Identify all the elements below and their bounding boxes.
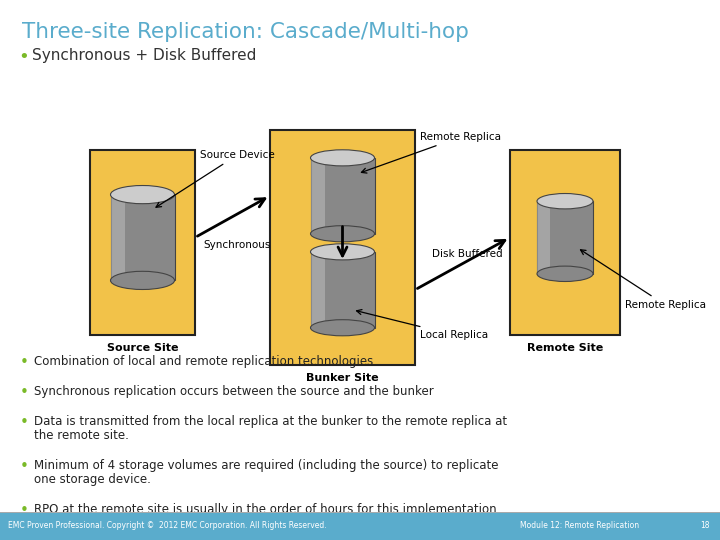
- Text: Minimum of 4 storage volumes are required (including the source) to replicate: Minimum of 4 storage volumes are require…: [34, 459, 498, 472]
- Bar: [90, 150, 195, 335]
- Text: Remote Site: Remote Site: [527, 343, 603, 353]
- Text: the remote site.: the remote site.: [34, 429, 129, 442]
- Polygon shape: [537, 201, 593, 274]
- Ellipse shape: [110, 186, 174, 204]
- Text: •: •: [20, 385, 29, 400]
- Bar: [0, 512, 720, 540]
- Text: 18: 18: [700, 522, 709, 530]
- Text: Module 12: Remote Replication: Module 12: Remote Replication: [520, 522, 639, 530]
- Polygon shape: [310, 158, 325, 234]
- Text: Bunker Site: Bunker Site: [306, 373, 379, 383]
- Text: •: •: [20, 355, 29, 370]
- Text: •: •: [20, 459, 29, 474]
- Text: •: •: [20, 503, 29, 518]
- Text: Combination of local and remote replication technologies.: Combination of local and remote replicat…: [34, 355, 377, 368]
- Ellipse shape: [310, 320, 374, 336]
- Bar: [270, 130, 415, 365]
- Text: EMC Proven Professional. Copyright ©  2012 EMC Corporation. All Rights Reserved.: EMC Proven Professional. Copyright © 201…: [8, 522, 327, 530]
- Text: Source Device: Source Device: [156, 150, 275, 207]
- Text: Synchronous: Synchronous: [203, 240, 271, 251]
- Ellipse shape: [110, 271, 174, 289]
- Polygon shape: [110, 194, 174, 280]
- Polygon shape: [310, 158, 374, 234]
- Text: Remote Replica: Remote Replica: [361, 132, 501, 173]
- Text: •: •: [20, 415, 29, 430]
- Text: one storage device.: one storage device.: [34, 473, 151, 486]
- Text: Disk Buffered: Disk Buffered: [433, 248, 503, 259]
- Bar: [510, 150, 620, 335]
- Text: Synchronous + Disk Buffered: Synchronous + Disk Buffered: [32, 48, 256, 63]
- Text: Source Site: Source Site: [107, 343, 179, 353]
- Text: Data is transmitted from the local replica at the bunker to the remote replica a: Data is transmitted from the local repli…: [34, 415, 507, 428]
- Polygon shape: [310, 252, 325, 328]
- Text: Synchronous replication occurs between the source and the bunker: Synchronous replication occurs between t…: [34, 385, 433, 398]
- Text: RPO at the remote site is usually in the order of hours for this implementation.: RPO at the remote site is usually in the…: [34, 503, 500, 516]
- Text: Local Replica: Local Replica: [356, 309, 488, 340]
- Ellipse shape: [310, 244, 374, 260]
- Text: Three-site Replication: Cascade/Multi-hop: Three-site Replication: Cascade/Multi-ho…: [22, 22, 469, 42]
- Ellipse shape: [537, 266, 593, 281]
- Ellipse shape: [310, 150, 374, 166]
- Text: •: •: [18, 48, 29, 66]
- Polygon shape: [110, 194, 125, 280]
- Polygon shape: [537, 201, 549, 274]
- Ellipse shape: [310, 226, 374, 242]
- Text: Remote Replica: Remote Replica: [580, 250, 706, 310]
- Ellipse shape: [537, 193, 593, 209]
- Polygon shape: [310, 252, 374, 328]
